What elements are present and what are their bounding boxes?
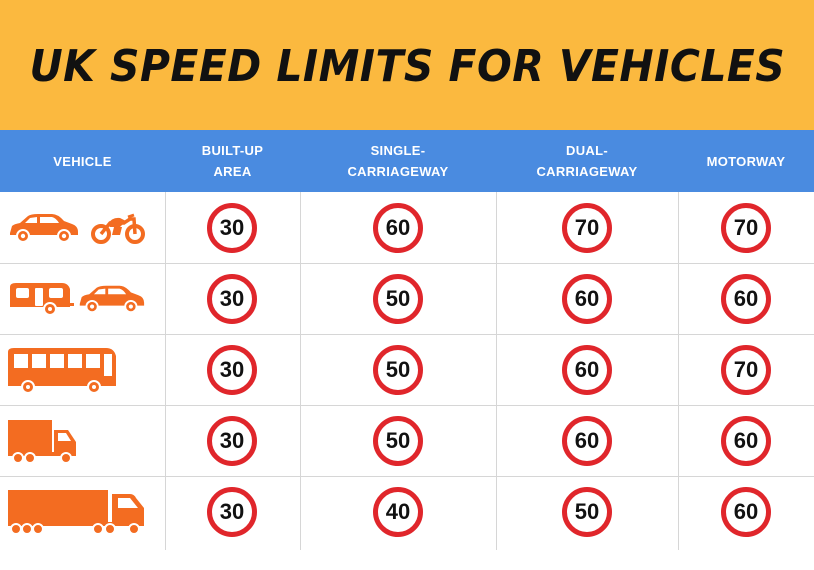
- column-divider: [300, 192, 301, 550]
- table-row: 30 50 60 70: [0, 334, 814, 405]
- speed-limit-sign: 60: [562, 344, 612, 395]
- table-row: 30 50 60 60: [0, 405, 814, 476]
- vehicle-cell: [0, 192, 165, 263]
- row-divider: [0, 263, 814, 264]
- column-header-vehicle: VEHICLE: [53, 153, 112, 169]
- speed-limit-sign: 40: [373, 486, 423, 537]
- vehicle-cell: [0, 476, 165, 547]
- row-divider: [0, 334, 814, 335]
- table-row: 30 60 70 70: [0, 192, 814, 263]
- speed-limit-sign: 60: [562, 273, 612, 324]
- speed-limit-sign: 50: [373, 344, 423, 395]
- speed-limit-sign: 70: [721, 344, 771, 395]
- speed-limit-sign: 50: [373, 273, 423, 324]
- articulated-lorry-icon: [8, 489, 144, 535]
- speed-limit-sign: 60: [721, 273, 771, 324]
- speed-limit-sign: 30: [207, 415, 257, 466]
- speed-limits-table: 30 60 70 70 30: [0, 192, 814, 550]
- speed-limit-sign: 60: [721, 415, 771, 466]
- column-divider: [678, 192, 679, 550]
- vehicle-cell: [0, 263, 165, 334]
- column-header-dual-carriageway: DUAL- CARRIAGEWAY: [536, 143, 638, 179]
- column-header-motorway: MOTORWAY: [706, 153, 786, 169]
- motorcycle-icon: [91, 213, 145, 244]
- column-header-single-carriageway: SINGLE- CARRIAGEWAY: [347, 143, 449, 179]
- table-row: 30 40 50 60: [0, 476, 814, 547]
- speed-limit-sign: 60: [562, 415, 612, 466]
- car-icon: [10, 213, 78, 243]
- row-divider: [0, 476, 814, 477]
- page-title: UK SPEED LIMITS FOR VEHICLES: [29, 40, 785, 92]
- title-banner: UK SPEED LIMITS FOR VEHICLES: [0, 0, 814, 130]
- column-divider: [496, 192, 497, 550]
- rigid-truck-icon: [8, 419, 76, 464]
- column-header-built-up-area: BUILT-UP AREA: [201, 143, 264, 179]
- speed-limit-sign: 50: [373, 415, 423, 466]
- bus-icon: [8, 347, 116, 394]
- vehicle-cell: [0, 334, 165, 405]
- speed-limit-sign: 60: [373, 202, 423, 253]
- speed-limit-sign: 30: [207, 202, 257, 253]
- column-divider: [165, 192, 166, 550]
- table-header: VEHICLE BUILT-UP AREA SINGLE- CARRIAGEWA…: [0, 130, 814, 192]
- speed-limit-sign: 70: [562, 202, 612, 253]
- speed-limit-sign: 70: [721, 202, 771, 253]
- caravan-icon: [10, 282, 74, 316]
- table-row: 30 50 60 60: [0, 263, 814, 334]
- car-icon: [79, 285, 145, 313]
- speed-limit-sign: 60: [721, 486, 771, 537]
- speed-limit-sign: 30: [207, 344, 257, 395]
- speed-limit-sign: 30: [207, 486, 257, 537]
- speed-limit-sign: 50: [562, 486, 612, 537]
- vehicle-cell: [0, 405, 165, 476]
- row-divider: [0, 405, 814, 406]
- speed-limit-sign: 30: [207, 273, 257, 324]
